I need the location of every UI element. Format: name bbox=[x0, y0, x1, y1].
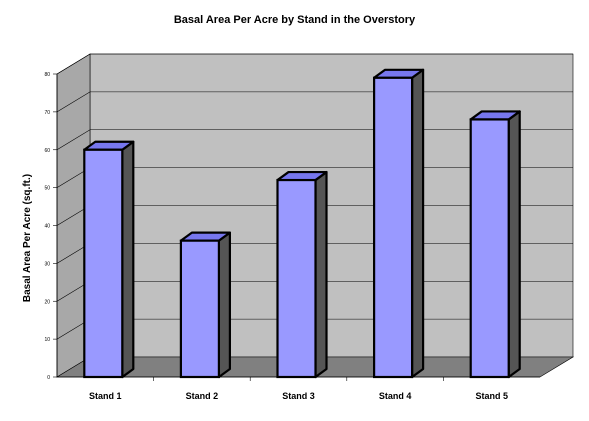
y-tick-label: 50 bbox=[44, 186, 50, 192]
y-tick-label: 70 bbox=[44, 110, 50, 116]
x-tick-label: Stand 4 bbox=[379, 391, 412, 401]
bar-side bbox=[217, 231, 231, 379]
bar-side bbox=[121, 140, 135, 379]
bar-side bbox=[411, 68, 425, 379]
gridline bbox=[56, 53, 573, 75]
bar-front bbox=[373, 76, 414, 379]
y-tick-label: 60 bbox=[44, 148, 50, 154]
bar bbox=[276, 170, 328, 379]
bar bbox=[373, 68, 425, 379]
bar-front bbox=[83, 148, 124, 379]
bar-front bbox=[276, 178, 317, 379]
bar bbox=[179, 231, 231, 379]
bar bbox=[83, 140, 135, 379]
x-tick-label: Stand 3 bbox=[282, 391, 315, 401]
y-tick-label: 10 bbox=[44, 337, 50, 343]
y-tick-label: 0 bbox=[47, 375, 50, 381]
x-tick-labels: Stand 1 Stand 2 Stand 3 Stand 4 Stand 5 bbox=[89, 377, 508, 401]
y-tick-label: 80 bbox=[44, 72, 50, 78]
bar-side bbox=[507, 110, 521, 379]
y-tick-label: 20 bbox=[44, 299, 50, 305]
bar-front bbox=[469, 118, 510, 379]
x-tick-label: Stand 2 bbox=[186, 391, 219, 401]
chart-title: Basal Area Per Acre by Stand in the Over… bbox=[173, 14, 416, 26]
x-tick-label: Stand 1 bbox=[89, 391, 122, 401]
bar-front bbox=[179, 239, 220, 379]
y-tick-label: 30 bbox=[44, 261, 50, 267]
x-tick-label: Stand 5 bbox=[475, 391, 508, 401]
bar-side bbox=[314, 170, 328, 379]
y-tick-label: 40 bbox=[44, 224, 50, 230]
bars bbox=[83, 68, 521, 379]
bar bbox=[469, 110, 521, 379]
